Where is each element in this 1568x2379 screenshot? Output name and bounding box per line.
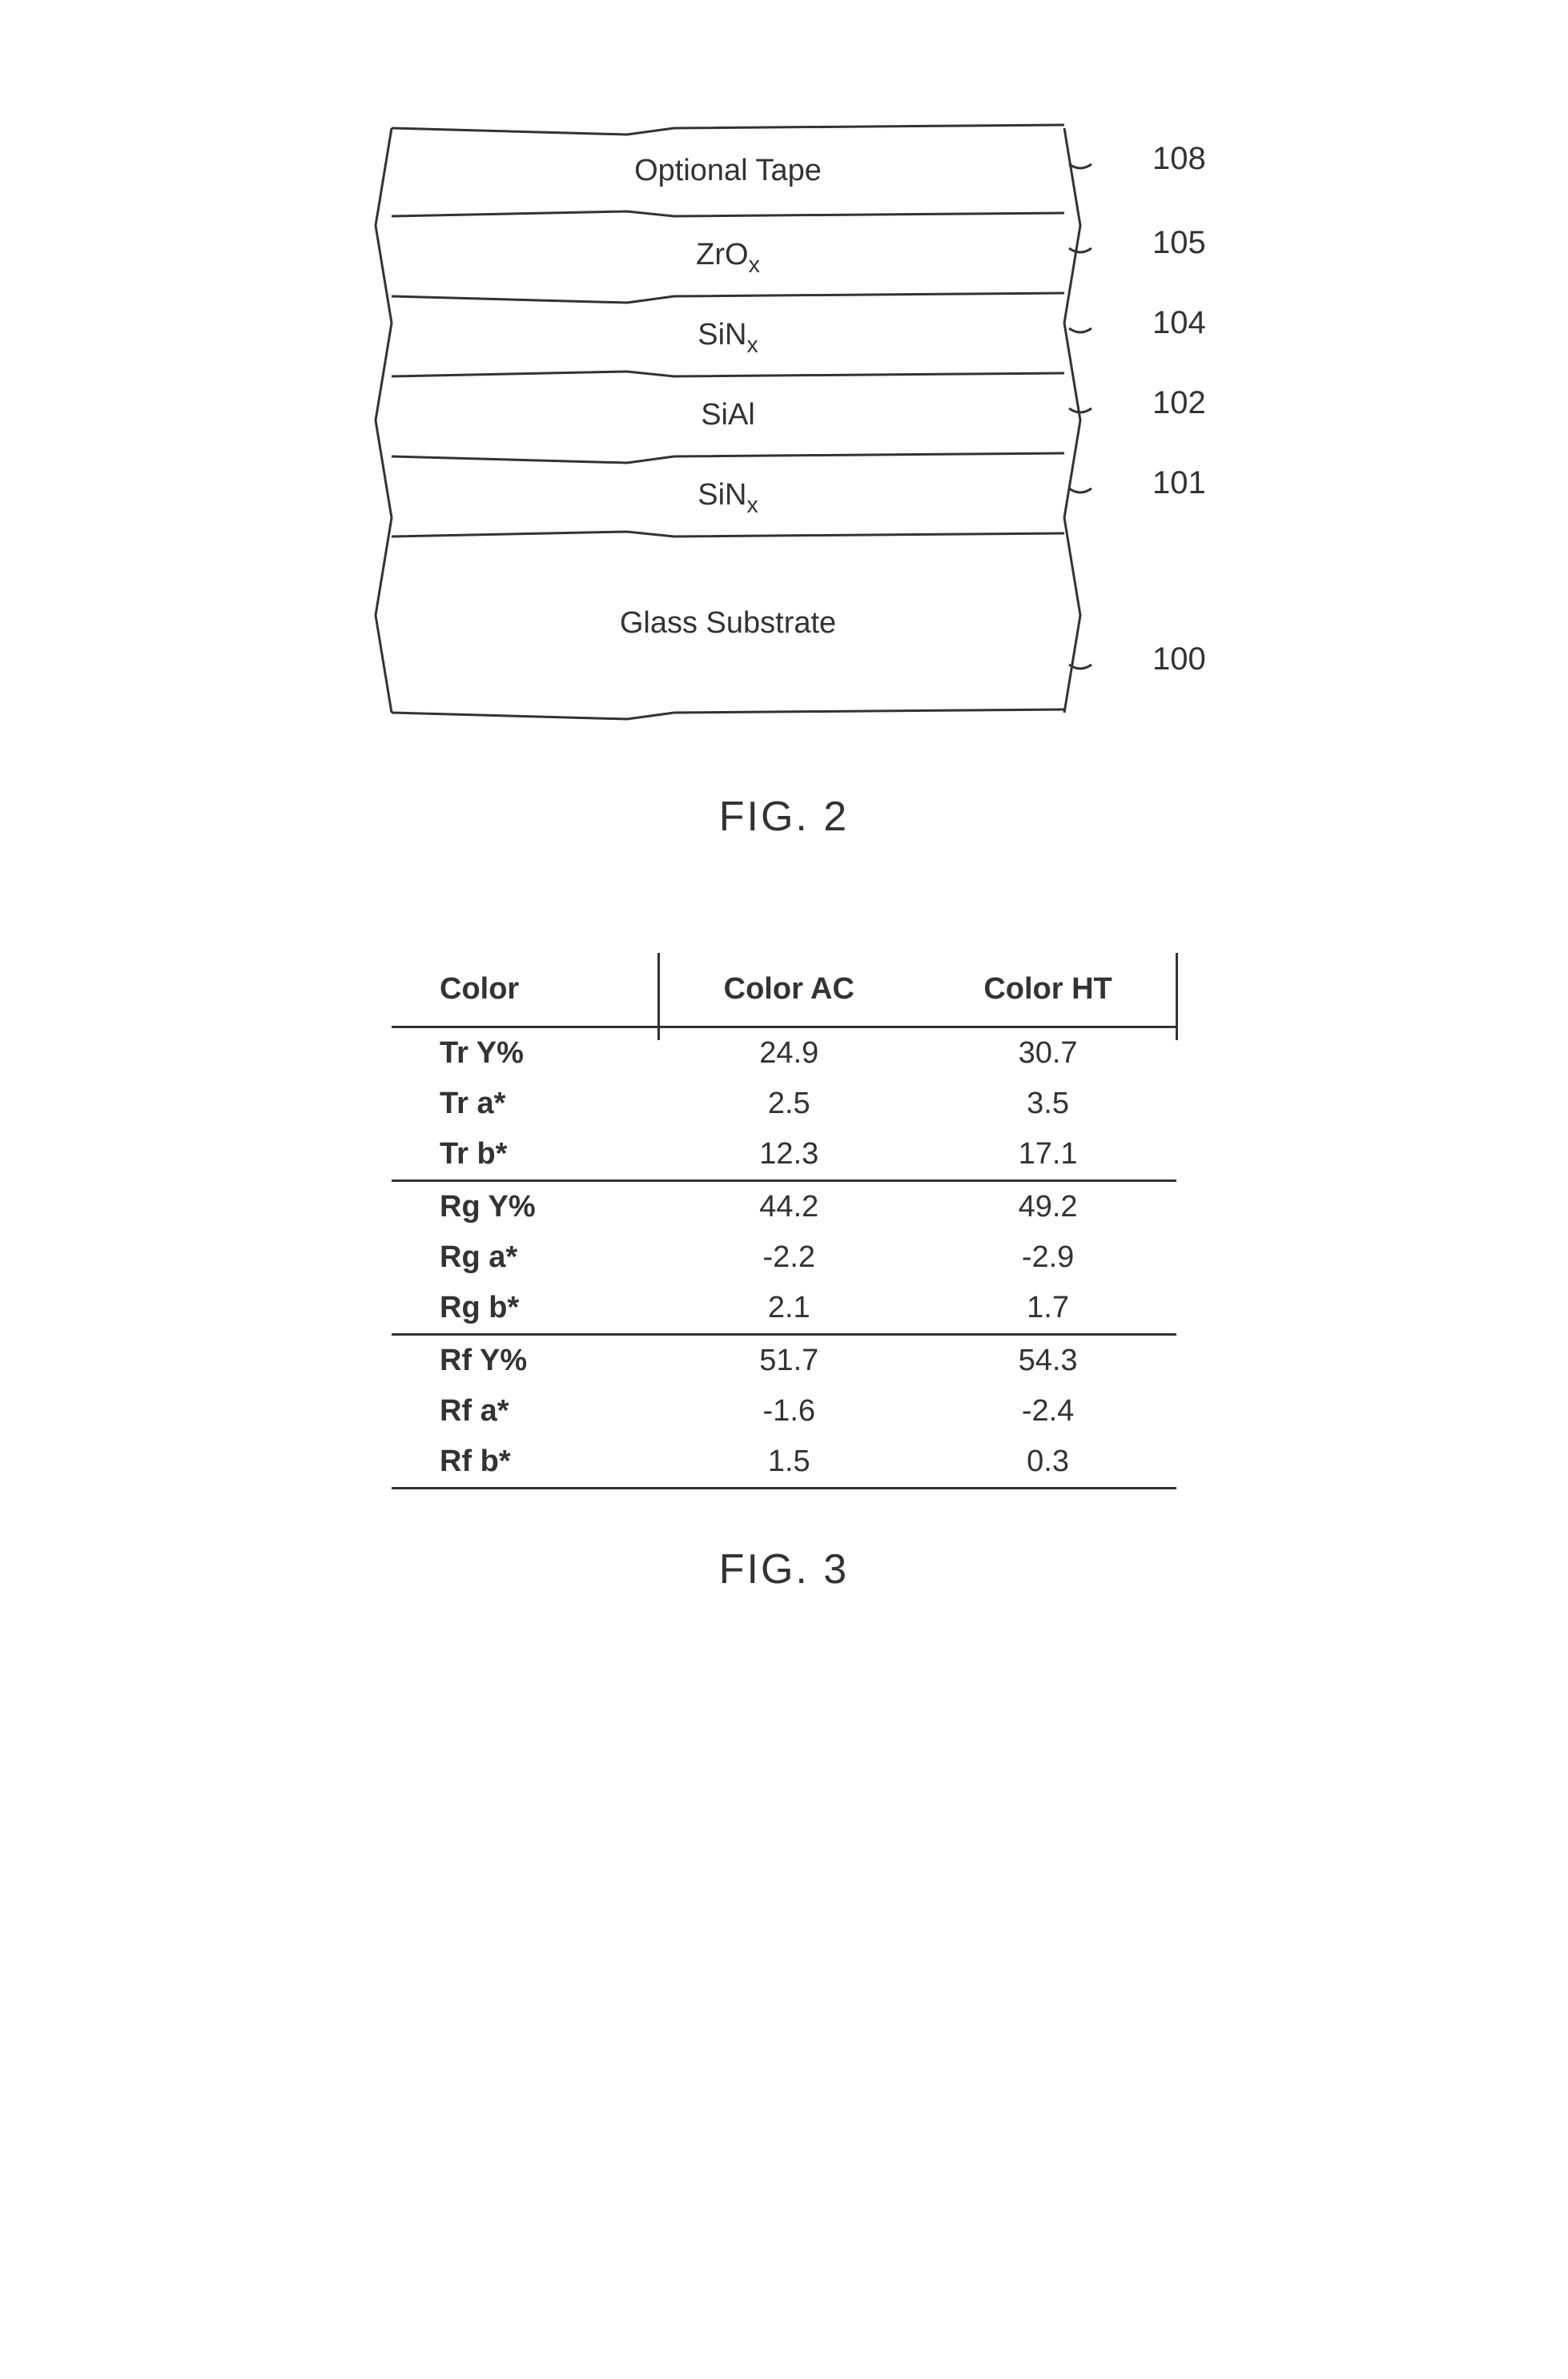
table-cell: 24.9 — [658, 1028, 919, 1079]
layer-label: ZrOx — [696, 238, 760, 278]
table-cell: Tr b* — [392, 1129, 658, 1179]
table-cell: 2.5 — [658, 1079, 919, 1129]
table-cell: Tr Y% — [392, 1028, 658, 1079]
layer-callout: 108 — [1152, 141, 1206, 176]
table-cell: Rg a* — [392, 1232, 658, 1283]
layer-label: SiNx — [698, 318, 758, 358]
figure-3: ColorColor ACColor HTTr Y%24.930.7Tr a*2… — [144, 953, 1424, 1593]
table-cell: 49.2 — [919, 1182, 1176, 1232]
layer-callout: 102 — [1152, 385, 1206, 420]
table-cell: 0.3 — [919, 1437, 1176, 1487]
layer-label: Glass Substrate — [620, 606, 836, 640]
layer-label: SiAl — [701, 398, 755, 432]
color-table: ColorColor ACColor HTTr Y%24.930.7Tr a*2… — [392, 953, 1176, 1489]
table-header: Color — [392, 953, 658, 1026]
table-cell: Rg Y% — [392, 1182, 658, 1232]
layer-callout: 100 — [1152, 641, 1206, 677]
table-cell: 30.7 — [919, 1028, 1176, 1079]
layer-callout: 104 — [1152, 305, 1206, 340]
figure-2-caption: FIG. 2 — [144, 793, 1424, 841]
table-cell: 1.7 — [919, 1283, 1176, 1333]
table-cell: -2.9 — [919, 1232, 1176, 1283]
table-cell: 44.2 — [658, 1182, 919, 1232]
table-vsep-1 — [657, 953, 660, 1040]
layer-label: Optional Tape — [634, 154, 822, 187]
stack-svg: Optional Tape 108 ZrOx 105 SiNx 104 SiAl 102 SiN… — [344, 96, 1224, 737]
table-cell: 51.7 — [658, 1336, 919, 1386]
table-cell: 1.5 — [658, 1437, 919, 1487]
figure-3-caption: FIG. 3 — [144, 1545, 1424, 1593]
table-cell: -2.4 — [919, 1386, 1176, 1437]
table-cell: Rf b* — [392, 1437, 658, 1487]
color-table-wrap: ColorColor ACColor HTTr Y%24.930.7Tr a*2… — [392, 953, 1176, 1489]
table-header: Color AC — [658, 953, 919, 1026]
table-cell: -1.6 — [658, 1386, 919, 1437]
table-cell: Rf a* — [392, 1386, 658, 1437]
table-cell: 17.1 — [919, 1129, 1176, 1179]
table-cell: 2.1 — [658, 1283, 919, 1333]
layer-callout: 105 — [1152, 225, 1206, 260]
table-cell: 54.3 — [919, 1336, 1176, 1386]
table-vsep-2 — [1176, 953, 1178, 1040]
table-cell: -2.2 — [658, 1232, 919, 1283]
figure-2: Optional Tape 108 ZrOx 105 SiNx 104 SiAl 102 SiN… — [144, 96, 1424, 841]
table-cell: Rf Y% — [392, 1336, 658, 1386]
table-cell: 3.5 — [919, 1079, 1176, 1129]
table-cell: 12.3 — [658, 1129, 919, 1179]
table-cell: Rg b* — [392, 1283, 658, 1333]
layer-stack-diagram: Optional Tape 108 ZrOx 105 SiNx 104 SiAl 102 SiN… — [344, 96, 1224, 737]
table-cell: Tr a* — [392, 1079, 658, 1129]
layer-callout: 101 — [1152, 465, 1206, 500]
table-header: Color HT — [919, 953, 1176, 1026]
layer-label: SiNx — [698, 478, 758, 518]
